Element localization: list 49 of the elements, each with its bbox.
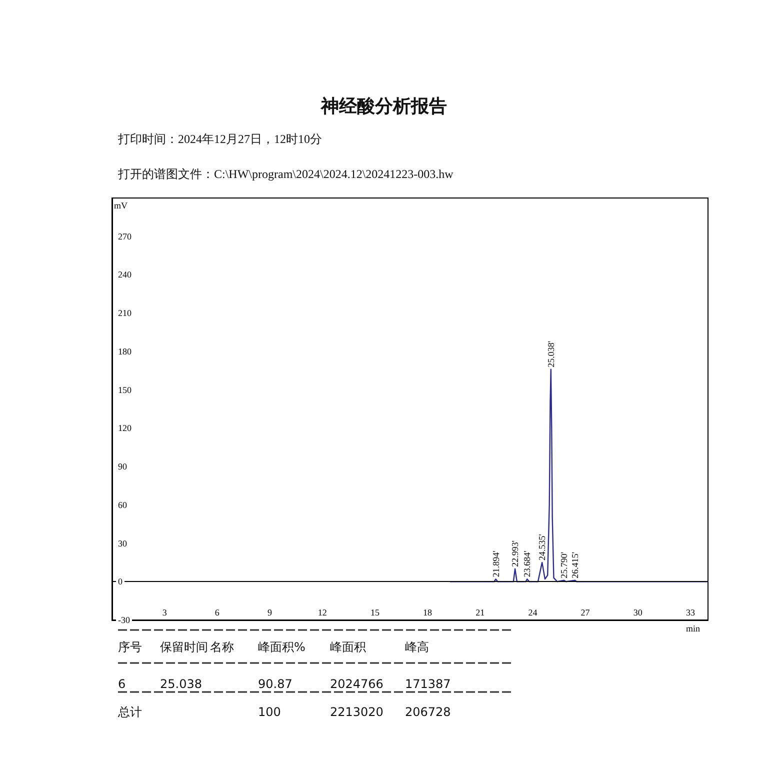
y-tick-label: 120 (118, 423, 132, 434)
text: 25.038 (160, 677, 202, 691)
y-tick-label: 270 (118, 231, 132, 242)
y-tick-label: 0 (118, 576, 123, 587)
text: 峰面积 (330, 640, 366, 654)
text: 6 (118, 677, 126, 691)
chart-title: 神经酸分析报告 (320, 96, 447, 116)
x-tick-label: 15 (370, 608, 380, 618)
text: 100 (258, 705, 281, 719)
x-tick-label: 12 (318, 608, 327, 618)
text: 序号 (118, 640, 142, 654)
text: 2213020 (330, 705, 384, 719)
text: 171387 (405, 677, 451, 691)
text: 206728 (405, 705, 451, 719)
annotation: 22.993' (510, 540, 520, 567)
x-tick-label: 3 (162, 608, 168, 618)
y-tick-label: 210 (118, 308, 132, 318)
y-tick-label: 90 (118, 462, 128, 472)
x-tick-label: 6 (214, 608, 220, 618)
annotation: 23.684' (522, 550, 532, 578)
text: 2024766 (330, 677, 384, 691)
text: 90.87 (258, 677, 292, 691)
y-tick-label: -30 (118, 615, 130, 625)
text: 峰面积% (258, 640, 306, 654)
text: 峰高 (405, 640, 429, 654)
y-tick-label: 180 (118, 346, 132, 356)
x-tick-label: 33 (686, 608, 696, 618)
text: 保留时间 (160, 640, 208, 654)
x-tick-label: 27 (580, 608, 590, 618)
y-tick-label: 150 (118, 384, 132, 395)
text: 名称 (210, 640, 234, 654)
x-tick-label: 9 (268, 608, 273, 618)
annotation: 26.415' (570, 552, 580, 578)
x-tick-label: 24 (528, 608, 538, 618)
text: 打开的谱图文件：C:\HW\program\2024\2024.12\20241223-003.hw (117, 167, 454, 181)
x-tick-label: 21 (476, 608, 485, 618)
y-tick-label: 60 (118, 500, 128, 510)
x-tick-label: 18 (423, 608, 433, 618)
x-tick-label: 30 (633, 608, 643, 618)
text: 总计 (117, 705, 142, 719)
y-axis-title: mV (114, 200, 128, 210)
annotation: 24.535' (537, 534, 548, 560)
chart-subtitle: 打印时间：2024年12月27日，12时10分 (117, 132, 322, 146)
annotation: 25.790' (559, 552, 570, 578)
y-tick-label: 30 (118, 538, 128, 548)
annotation: 25.038' (546, 340, 556, 368)
annotation: 21.894' (490, 550, 501, 578)
y-tick-label: 240 (118, 270, 132, 280)
x-axis-title: min (686, 624, 700, 634)
